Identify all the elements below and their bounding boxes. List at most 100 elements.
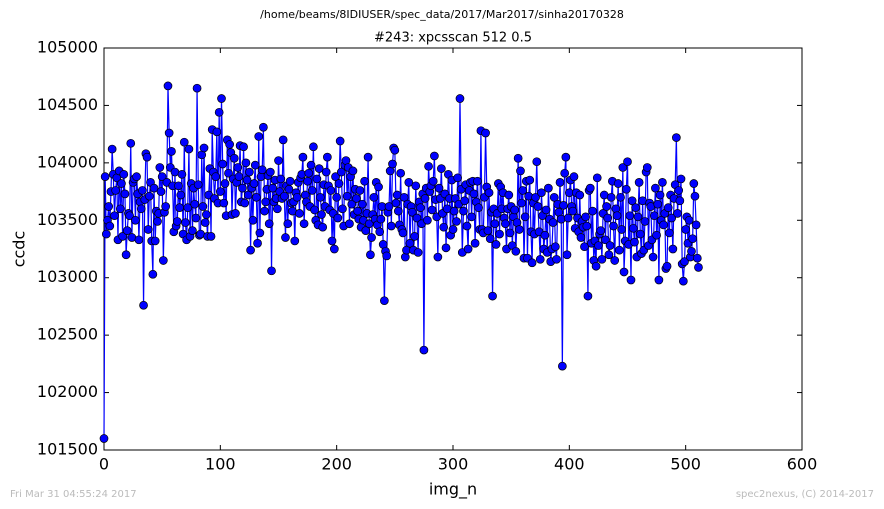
data-point <box>220 179 230 188</box>
data-point <box>609 221 618 231</box>
data-point <box>117 179 126 188</box>
data-point <box>658 178 667 187</box>
data-point <box>655 190 665 200</box>
data-point <box>672 133 681 142</box>
y-tick-label: 104000 <box>37 152 98 171</box>
data-point <box>663 203 673 213</box>
data-point <box>411 181 421 191</box>
data-point <box>382 251 392 261</box>
data-point <box>323 152 332 162</box>
data-point <box>601 235 610 245</box>
data-point <box>239 142 248 152</box>
data-point <box>488 291 497 301</box>
data-point <box>642 163 652 172</box>
data-point <box>257 165 267 175</box>
data-point <box>580 242 589 252</box>
data-point <box>298 152 308 162</box>
data-point <box>176 190 186 200</box>
data-point <box>605 241 615 250</box>
data-point <box>161 202 171 211</box>
data-point <box>254 132 264 141</box>
data-point <box>342 191 352 201</box>
data-point <box>158 256 168 265</box>
data-point <box>276 174 286 184</box>
data-point <box>332 192 342 202</box>
data-point <box>420 194 430 203</box>
suptitle: /home/beams/8IDIUSER/spec_data/2017/Mar2… <box>260 8 624 21</box>
data-point <box>652 230 661 240</box>
data-point <box>259 122 268 132</box>
y-tick-label: 102000 <box>37 382 98 401</box>
data-point <box>299 219 309 229</box>
data-point <box>374 182 383 192</box>
data-point <box>568 206 578 216</box>
data-point <box>179 137 189 147</box>
data-point <box>424 161 433 171</box>
data-point <box>561 152 571 162</box>
data-point <box>405 238 415 248</box>
data-point <box>206 232 216 241</box>
data-point <box>225 140 234 149</box>
footer-left: Fri Mar 31 04:55:24 2017 <box>10 489 137 500</box>
data-point <box>181 218 190 227</box>
data-point <box>352 194 361 203</box>
data-point <box>690 191 700 201</box>
chart-title: #243: xpcsscan 512 0.5 <box>374 31 532 46</box>
data-point <box>326 186 336 195</box>
data-point <box>602 202 611 211</box>
data-point <box>470 238 480 248</box>
data-point <box>321 167 331 177</box>
data-point <box>318 222 328 232</box>
data-point <box>575 190 585 200</box>
data-point <box>274 156 283 165</box>
data-point <box>134 235 144 245</box>
data-point <box>491 240 501 249</box>
x-tick-label: 600 <box>787 455 818 474</box>
data-point <box>662 261 672 271</box>
data-point <box>396 168 405 178</box>
data-point <box>691 220 701 230</box>
data-point <box>474 203 483 213</box>
x-tick-label: 0 <box>99 455 109 474</box>
data-point <box>142 152 152 162</box>
data-point <box>150 236 160 246</box>
data-point <box>200 218 210 227</box>
data-point <box>125 211 134 221</box>
data-point <box>240 198 250 208</box>
data-point <box>410 232 419 241</box>
data-point <box>612 211 622 221</box>
x-tick-label: 300 <box>438 455 469 474</box>
data-point <box>157 172 167 181</box>
data-point <box>649 211 659 221</box>
data-point <box>532 157 542 167</box>
data-point <box>388 159 397 169</box>
data-point <box>448 225 458 234</box>
data-point <box>610 256 620 265</box>
data-point <box>219 198 229 208</box>
data-point <box>132 172 141 181</box>
data-point <box>238 183 247 193</box>
data-point <box>376 214 386 224</box>
data-point <box>252 192 261 202</box>
data-point <box>304 168 314 178</box>
data-point <box>175 203 184 213</box>
data-point <box>485 234 495 244</box>
data-point <box>433 252 443 262</box>
data-point <box>348 166 358 176</box>
data-point <box>163 81 173 91</box>
data-point <box>463 244 473 254</box>
data-point <box>511 246 521 256</box>
data-point <box>303 176 312 186</box>
data-point <box>183 203 193 213</box>
data-point <box>283 219 293 229</box>
data-point <box>694 263 703 272</box>
data-point <box>680 257 689 266</box>
data-point <box>618 163 628 172</box>
data-point <box>623 157 632 167</box>
data-point <box>659 220 668 230</box>
data-point <box>121 250 131 260</box>
data-point <box>345 219 354 229</box>
data-point <box>99 434 109 443</box>
data-point <box>621 184 631 194</box>
data-point <box>347 199 357 209</box>
